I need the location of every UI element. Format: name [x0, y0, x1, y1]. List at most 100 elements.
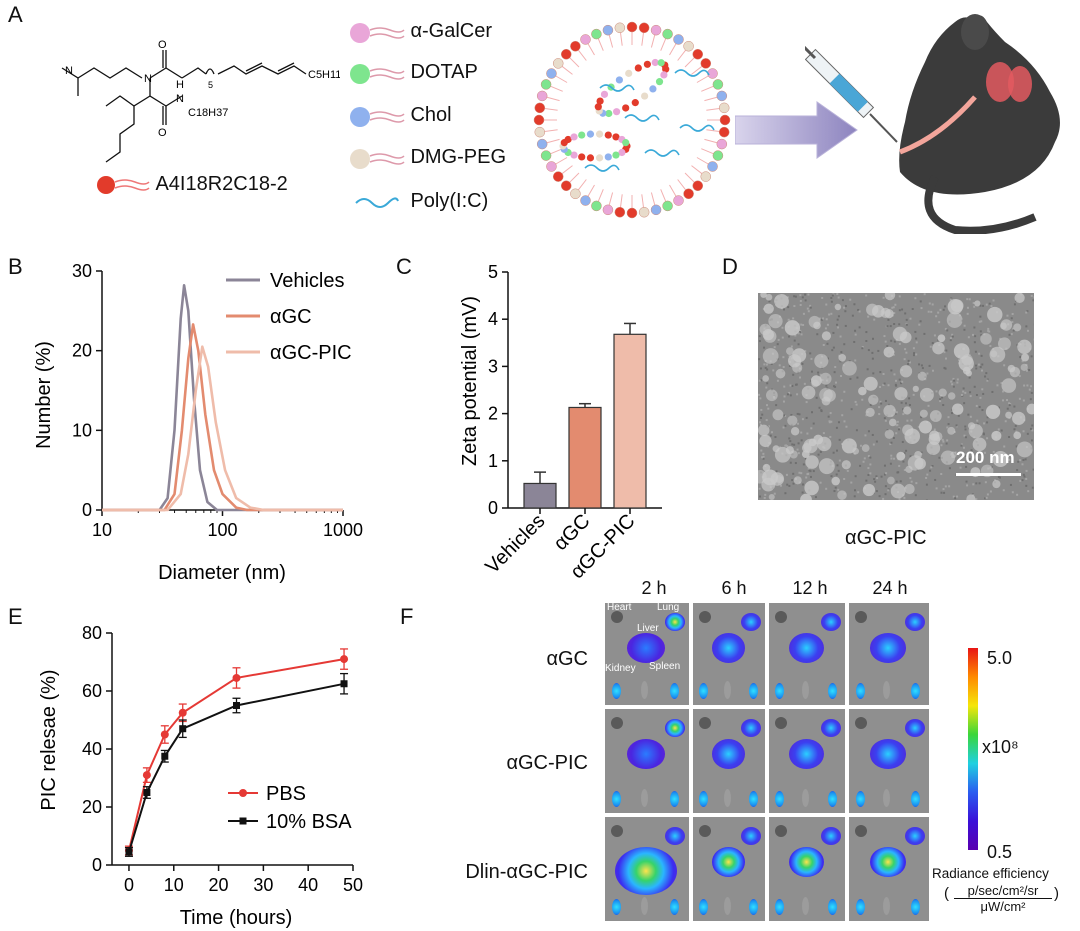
- legend-row-dmgpeg: DMG-PEG: [348, 146, 548, 190]
- tem-noise: [832, 346, 835, 349]
- tem-particle: [890, 483, 906, 499]
- tem-particle: [946, 312, 963, 328]
- tem-noise: [871, 433, 874, 436]
- row-label: αGC: [546, 648, 588, 670]
- tem-noise: [977, 458, 980, 461]
- tem-noise: [796, 448, 799, 451]
- colorbar-paren-open: (: [944, 885, 949, 902]
- tem-noise: [1008, 436, 1011, 439]
- lipid-tail: [706, 107, 721, 111]
- inner-lipid-head: [570, 133, 578, 141]
- tem-noise: [927, 404, 930, 407]
- y-tick-label: 30: [72, 261, 92, 281]
- tem-noise: [939, 400, 942, 403]
- lipid-head: [602, 204, 614, 216]
- tem-noise: [892, 436, 895, 439]
- lipid-head: [552, 58, 564, 69]
- tem-particle: [762, 329, 774, 341]
- tem-noise: [964, 425, 967, 428]
- legend-label-dmgpeg: DMG-PEG: [410, 146, 507, 168]
- tem-particle: [858, 386, 867, 396]
- tem-particle: [884, 429, 894, 439]
- tem-noise: [973, 341, 976, 344]
- tem-noise: [979, 315, 982, 318]
- x-tick-label: 0: [124, 875, 134, 895]
- tem-noise: [773, 346, 776, 349]
- tem-noise: [790, 345, 793, 348]
- x-tick-label: 30: [253, 875, 273, 895]
- data-point: [179, 725, 187, 733]
- inner-lipid-head: [615, 76, 623, 84]
- tem-particle: [902, 424, 914, 436]
- tem-noise: [905, 318, 908, 321]
- tem-noise: [984, 375, 987, 378]
- tem-particle: [950, 451, 957, 459]
- inner-lipid-head: [595, 154, 604, 162]
- tem-noise: [801, 418, 804, 421]
- tem-noise: [977, 363, 980, 366]
- tem-noise: [794, 334, 797, 337]
- tem-particle: [793, 476, 802, 485]
- tem-noise: [782, 365, 785, 368]
- tem-noise: [1025, 469, 1028, 472]
- lipid-head: [614, 22, 626, 34]
- tem-noise: [963, 434, 966, 437]
- tem-noise: [935, 390, 938, 393]
- data-point: [161, 752, 169, 760]
- tem-particle: [762, 348, 779, 364]
- tem-noise: [841, 443, 844, 446]
- n-atom: N: [65, 65, 73, 77]
- colorbar-paren-close: ): [1054, 885, 1059, 902]
- tem-noise: [788, 355, 791, 358]
- tem-noise: [777, 338, 780, 341]
- tem-noise: [902, 413, 905, 416]
- tem-noise: [854, 400, 857, 403]
- tem-noise: [789, 461, 792, 464]
- data-point: [178, 708, 187, 717]
- tem-noise: [854, 329, 857, 332]
- lipid-head: [534, 126, 546, 138]
- tem-noise: [861, 398, 864, 401]
- lipid-head: [536, 90, 548, 102]
- organ-label-liver: Liver: [637, 623, 659, 634]
- tem-noise: [853, 303, 856, 306]
- tem-noise: [952, 385, 955, 388]
- tem-particle: [772, 409, 784, 421]
- tem-noise: [837, 296, 840, 299]
- arrow-icon: [735, 101, 858, 159]
- tem-noise: [858, 310, 861, 313]
- tem-noise: [836, 464, 839, 467]
- tem-noise: [890, 441, 893, 444]
- lipid-head: [638, 206, 650, 218]
- tem-noise: [832, 331, 835, 334]
- tem-noise: [934, 478, 937, 481]
- lung: [665, 613, 685, 631]
- lipid-tail: [549, 148, 563, 155]
- tem-noise: [796, 412, 799, 415]
- tem-noise: [910, 480, 913, 483]
- tem-particle: [950, 299, 964, 313]
- tem-noise: [830, 420, 833, 423]
- tem-noise: [882, 373, 885, 376]
- inner-lipid-head: [578, 153, 586, 161]
- tem-noise: [966, 312, 969, 315]
- tem-noise: [985, 496, 988, 499]
- tem-noise: [1002, 489, 1005, 492]
- chemical-structure: N N O O N H 5 C5H11 C18H37: [61, 39, 340, 163]
- tem-noise: [762, 455, 765, 458]
- tem-noise: [859, 444, 862, 447]
- tem-particle: [790, 427, 800, 436]
- tem-noise: [893, 340, 896, 343]
- kidney: [611, 683, 621, 699]
- spleen: [883, 789, 891, 807]
- tem-particle: [932, 341, 945, 355]
- tem-particles: [758, 293, 1034, 500]
- tem-noise: [788, 364, 791, 367]
- tem-noise: [824, 327, 827, 330]
- kidney: [855, 683, 865, 699]
- tem-noise: [900, 401, 903, 404]
- tem-noise: [955, 424, 958, 427]
- tem-noise: [812, 422, 815, 425]
- inner-lipid-head: [660, 71, 668, 79]
